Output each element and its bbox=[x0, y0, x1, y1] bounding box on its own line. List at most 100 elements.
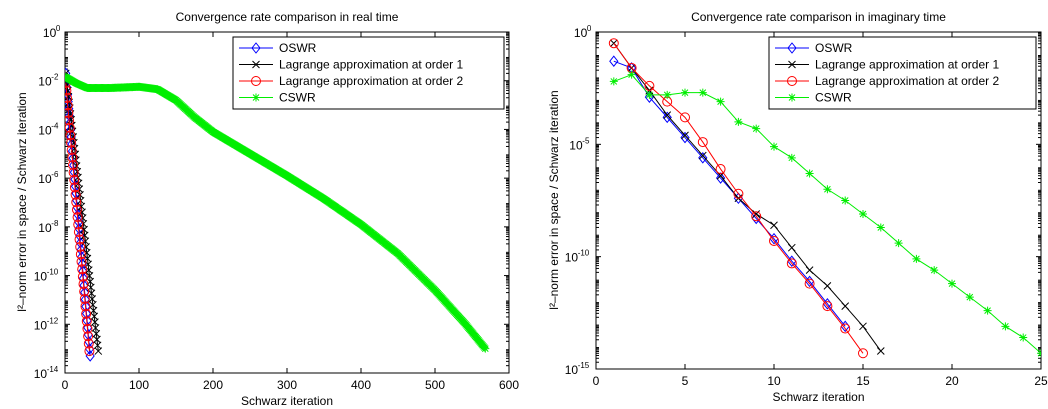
x-tick-label: 20 bbox=[945, 374, 959, 388]
series-marker-3 bbox=[80, 301, 91, 312]
series-marker-4 bbox=[823, 185, 832, 194]
legend-label: Lagrange approximation at order 2 bbox=[815, 74, 999, 88]
x-tick-label: 0 bbox=[593, 374, 600, 388]
series-marker-3 bbox=[68, 167, 79, 178]
legend-swatch-marker bbox=[251, 42, 261, 54]
series-marker-4 bbox=[734, 117, 743, 126]
series-marker-3 bbox=[840, 323, 851, 334]
series-marker-3 bbox=[84, 346, 95, 357]
tick-label-base: 10 bbox=[34, 318, 48, 332]
series-marker-3 bbox=[81, 308, 92, 319]
legend-item: Lagrange approximation at order 1 bbox=[239, 58, 463, 72]
series-marker-2 bbox=[681, 131, 689, 140]
series-marker-3 bbox=[76, 256, 87, 267]
y-tick-label: 10 -5 bbox=[569, 136, 590, 152]
legend-item: Lagrange approximation at order 1 bbox=[775, 58, 999, 72]
y-tick-label: 10 0 bbox=[43, 24, 61, 40]
y-tick-label: 10 -14 bbox=[34, 365, 59, 381]
y-tick-label: 10 -6 bbox=[38, 170, 59, 186]
legend: OSWR Lagrange approximation at order 1 Lag… bbox=[768, 36, 1037, 110]
series-line-3 bbox=[65, 83, 90, 352]
series-marker-3 bbox=[71, 204, 82, 215]
x-tick-label: 500 bbox=[425, 378, 445, 392]
series-marker-4 bbox=[481, 344, 490, 353]
series-marker-3 bbox=[66, 137, 77, 148]
series-marker-4 bbox=[948, 279, 956, 288]
series-marker-2 bbox=[770, 221, 778, 230]
x-axis-label: Schwarz iteration bbox=[241, 394, 333, 408]
series-marker-2 bbox=[823, 282, 832, 290]
series-marker-3 bbox=[697, 137, 708, 148]
legend-box bbox=[232, 36, 505, 110]
tick-label-exponent: -4 bbox=[51, 121, 59, 130]
series-marker-4 bbox=[609, 77, 618, 86]
tick-label-base: 10 bbox=[38, 172, 52, 186]
series-marker-2 bbox=[94, 347, 103, 355]
series-marker-1 bbox=[662, 111, 672, 124]
x-tick-label: 0 bbox=[62, 378, 69, 392]
series-marker-3 bbox=[72, 212, 83, 223]
series-marker-3 bbox=[769, 235, 779, 246]
series-marker-2 bbox=[787, 243, 796, 252]
tick-label-exponent: 0 bbox=[56, 24, 61, 33]
series-line-3 bbox=[613, 42, 864, 354]
series-marker-4 bbox=[912, 254, 921, 263]
y-tick-label: 10 -12 bbox=[34, 316, 59, 332]
series-marker-3 bbox=[78, 279, 89, 290]
x-tick-label: 5 bbox=[682, 374, 689, 388]
series-marker-3 bbox=[786, 258, 797, 269]
series-marker-3 bbox=[83, 331, 94, 342]
series-marker-3 bbox=[65, 130, 76, 141]
tick-label-base: 10 bbox=[38, 221, 52, 235]
series-marker-3 bbox=[73, 219, 84, 230]
y-tick-label: 10 -10 bbox=[34, 268, 59, 284]
series-marker-2 bbox=[663, 111, 672, 119]
legend-label: CSWR bbox=[279, 91, 316, 105]
series-marker-3 bbox=[65, 115, 75, 126]
series-marker-4 bbox=[805, 169, 814, 178]
series-marker-3 bbox=[65, 122, 75, 133]
series-marker-3 bbox=[79, 293, 90, 304]
series-marker-4 bbox=[876, 223, 885, 232]
series-marker-3 bbox=[65, 100, 73, 111]
series-marker-4 bbox=[983, 306, 992, 315]
series-marker-2 bbox=[752, 210, 761, 218]
chart-title: Convergence rate comparison in imaginary… bbox=[691, 10, 946, 24]
series-marker-4 bbox=[1019, 333, 1028, 342]
x-axis-label: Schwarz iteration bbox=[772, 390, 864, 404]
series-marker-3 bbox=[644, 80, 655, 91]
x-tick-label: 400 bbox=[351, 378, 371, 392]
tick-label-base: 10 bbox=[565, 251, 579, 265]
series-marker-3 bbox=[83, 338, 94, 349]
series-marker-4 bbox=[930, 266, 939, 275]
legend-item: OSWR bbox=[239, 41, 317, 55]
series-marker-4 bbox=[859, 209, 867, 218]
series-marker-1 bbox=[698, 152, 708, 164]
series-marker-4 bbox=[663, 90, 672, 99]
y-axis-label: l²–norm error in space / Schwarz iterati… bbox=[547, 90, 561, 309]
series-marker-4 bbox=[894, 239, 903, 248]
series-marker-2 bbox=[876, 347, 885, 355]
legend-swatch-marker bbox=[788, 93, 796, 102]
series-marker-3 bbox=[77, 264, 88, 275]
series-marker-1 bbox=[715, 172, 726, 184]
tick-label-base: 10 bbox=[34, 270, 48, 284]
legend-swatch-marker bbox=[787, 42, 797, 54]
series-marker-2 bbox=[841, 302, 850, 310]
x-tick-label: 300 bbox=[277, 378, 297, 392]
series-marker-4 bbox=[787, 153, 796, 162]
series-marker-2 bbox=[609, 39, 618, 48]
tick-label-exponent: -10 bbox=[47, 268, 59, 277]
legend-item: CSWR bbox=[775, 91, 852, 105]
series-layer bbox=[608, 38, 1041, 359]
y-tick-label: 10 -15 bbox=[565, 361, 590, 377]
series-marker-3 bbox=[75, 241, 86, 252]
series-marker-3 bbox=[77, 271, 88, 282]
series-marker-3 bbox=[858, 348, 868, 359]
tick-label-exponent: -10 bbox=[578, 249, 590, 258]
y-tick-label: 10 0 bbox=[574, 24, 592, 40]
series-marker-3 bbox=[71, 197, 82, 208]
series-marker-4 bbox=[645, 90, 654, 99]
tick-label-base: 10 bbox=[574, 26, 588, 40]
legend-swatch-marker bbox=[252, 60, 260, 69]
